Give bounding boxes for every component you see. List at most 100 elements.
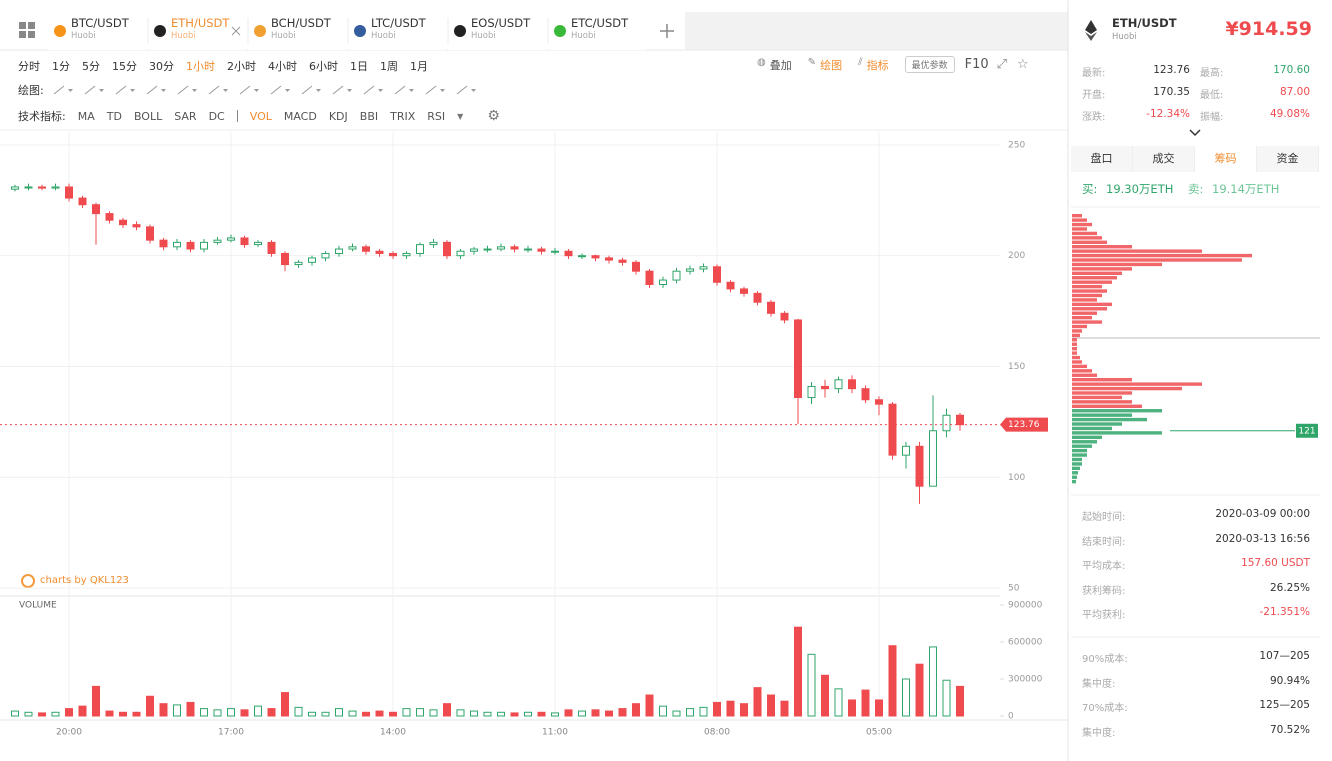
- draw-tool-icon[interactable]: [177, 84, 199, 96]
- volume-bar: [294, 706, 303, 717]
- volume-bar: [146, 695, 154, 717]
- indicator-settings[interactable]: ⚙: [487, 108, 500, 124]
- period-button[interactable]: 1月: [410, 60, 428, 73]
- indicator-more[interactable]: ▼: [457, 111, 464, 121]
- chip-bar: [1072, 338, 1077, 342]
- icon-stroke: [363, 85, 375, 95]
- indicator-button[interactable]: DC: [208, 109, 225, 123]
- candle-body: [942, 414, 951, 432]
- draw-bar: 绘图:: [18, 82, 478, 98]
- draw-tool-icon[interactable]: [332, 84, 354, 96]
- candle-body: [551, 250, 559, 253]
- f10-button[interactable]: F10: [964, 57, 989, 72]
- sidebar-tab[interactable]: 筹码: [1195, 146, 1257, 172]
- period-button[interactable]: 1周: [380, 60, 398, 73]
- draw-tool-icon[interactable]: [425, 84, 447, 96]
- chip-bar: [1072, 355, 1080, 360]
- sidebar-tab[interactable]: 资金: [1257, 146, 1319, 172]
- indicator-button[interactable]: BOLL: [133, 109, 163, 123]
- tab-exchange[interactable]: Huobi: [171, 31, 196, 41]
- toolbar-icon[interactable]: ☆: [1017, 57, 1029, 72]
- tab-exchange[interactable]: Huobi: [71, 31, 96, 41]
- draw-tool-icon[interactable]: [53, 84, 75, 96]
- chip-bar: [1072, 391, 1132, 395]
- candle-body: [173, 241, 181, 248]
- indicator-button[interactable]: TD: [106, 109, 122, 123]
- tab-coin-icon: [54, 25, 66, 37]
- draw-tool-icon[interactable]: [456, 84, 478, 96]
- tool-button[interactable]: ◍ 叠加: [757, 57, 792, 73]
- tab-exchange[interactable]: Huobi: [271, 31, 296, 41]
- tab-symbol[interactable]: EOS/USDT: [471, 16, 531, 30]
- tab-coin-icon: [554, 25, 566, 37]
- info-label: 平均成本:: [1082, 561, 1126, 572]
- tab-symbol[interactable]: ETC/USDT: [571, 16, 629, 30]
- chip-bar: [1072, 218, 1087, 222]
- candle-body: [375, 250, 384, 254]
- indicator-button[interactable]: KDJ: [328, 109, 348, 123]
- apps-icon[interactable]: [19, 22, 35, 38]
- tool-button[interactable]: ✎ 绘图: [808, 57, 842, 73]
- indicator-button[interactable]: SAR: [174, 109, 197, 123]
- candle-body: [699, 266, 708, 270]
- volume-bar: [713, 701, 721, 717]
- draw-tool-icon[interactable]: [208, 84, 230, 96]
- tool-button[interactable]: ⫽ 指标: [858, 57, 888, 73]
- draw-tool-icon[interactable]: [270, 84, 292, 96]
- icon-stroke: [332, 85, 344, 95]
- tab-exchange[interactable]: Huobi: [571, 31, 596, 41]
- indicator-button[interactable]: BBI: [359, 109, 379, 123]
- candle-body: [510, 246, 519, 250]
- volume-bar: [65, 708, 73, 717]
- indicator-button[interactable]: TRIX: [390, 109, 416, 123]
- draw-tool-icon[interactable]: [394, 84, 416, 96]
- period-button[interactable]: 1日: [350, 60, 368, 73]
- indicator-button[interactable]: MA: [77, 109, 95, 123]
- period-button[interactable]: 6小时: [309, 60, 338, 73]
- indicator-button[interactable]: RSI: [427, 109, 446, 123]
- period-button[interactable]: 4小时: [268, 60, 297, 73]
- indicator-button[interactable]: VOL: [249, 109, 272, 123]
- tab-exchange[interactable]: Huobi: [471, 31, 496, 41]
- tab-symbol[interactable]: BCH/USDT: [271, 16, 331, 30]
- volume-bar: [281, 692, 289, 717]
- candle-body: [537, 248, 546, 252]
- tab-symbol[interactable]: BTC/USDT: [71, 16, 129, 30]
- volume-bar: [24, 711, 33, 717]
- indicator-button[interactable]: MACD: [283, 109, 317, 123]
- draw-tool-icon[interactable]: [239, 84, 261, 96]
- period-button[interactable]: 1分: [52, 60, 70, 73]
- volume-bar: [335, 708, 343, 717]
- chip-bar: [1072, 346, 1077, 351]
- draw-tool-icon[interactable]: [146, 84, 168, 96]
- tab-symbol[interactable]: LTC/USDT: [371, 16, 426, 30]
- chip-bar: [1072, 360, 1082, 364]
- draw-tool-icon[interactable]: [115, 84, 137, 96]
- volume-bar: [200, 708, 208, 717]
- expand-icon[interactable]: [1189, 129, 1201, 137]
- sidebar-tab[interactable]: 盘口: [1071, 146, 1133, 172]
- period-button[interactable]: 30分: [149, 60, 174, 73]
- volume-bar: [591, 709, 600, 717]
- period-button[interactable]: 分时: [18, 60, 40, 73]
- period-button[interactable]: 1小时: [186, 60, 215, 73]
- volume-bar: [470, 710, 478, 717]
- draw-tool-icon[interactable]: [301, 84, 323, 96]
- period-button[interactable]: 15分: [112, 60, 137, 73]
- chip-bar: [1072, 431, 1162, 435]
- draw-tool-icon[interactable]: [84, 84, 106, 96]
- period-button[interactable]: 2小时: [227, 60, 256, 73]
- candle-body: [227, 237, 235, 241]
- period-button[interactable]: 5分: [82, 60, 100, 73]
- tab-coin-icon: [354, 25, 366, 37]
- chip-bar: [1072, 409, 1162, 413]
- volume-bar: [321, 711, 330, 717]
- sidebar-tab[interactable]: 成交: [1133, 146, 1195, 172]
- toolbar-icon[interactable]: ⤢: [996, 57, 1008, 72]
- param-button[interactable]: 最优参数: [904, 56, 955, 73]
- tab-symbol[interactable]: ETH/USDT: [171, 16, 230, 30]
- icon-stroke: [394, 85, 406, 95]
- draw-tool-icon[interactable]: [363, 84, 385, 96]
- tab-exchange[interactable]: Huobi: [371, 31, 396, 41]
- volume-bar: [672, 710, 681, 717]
